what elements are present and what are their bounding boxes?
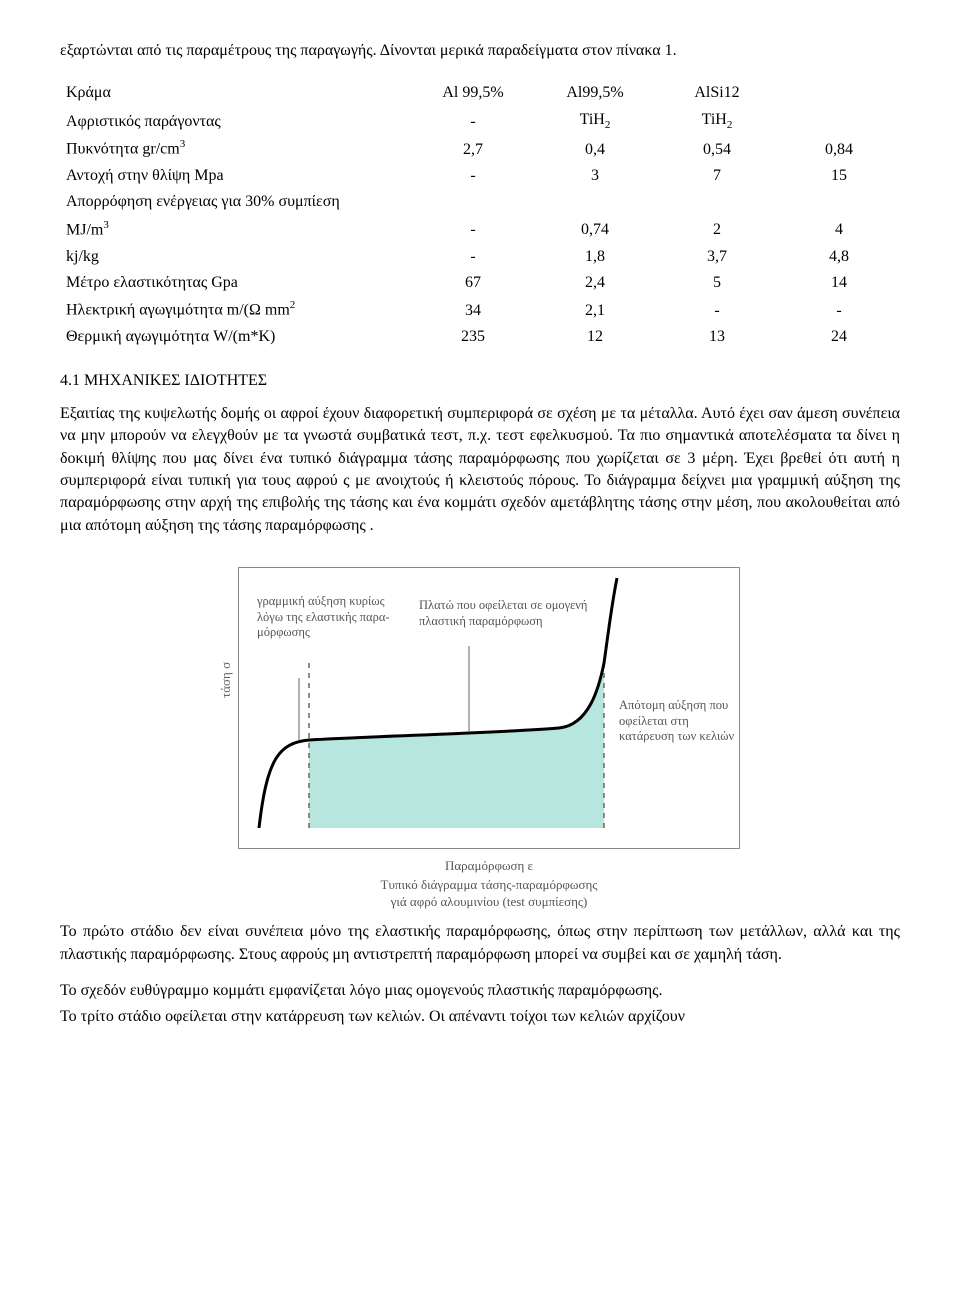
row-label: Ηλεκτρική αγωγιμότητα m/(Ω mm2 bbox=[60, 296, 412, 324]
cell: 2,1 bbox=[534, 296, 656, 324]
table-header-row: Κράμα Al 99,5% Al99,5% AlSi12 bbox=[60, 80, 900, 106]
cell: 2,7 bbox=[412, 135, 534, 163]
cell: - bbox=[412, 107, 534, 136]
chart-frame: τάση σ γραμμική αύξηση κυρίως λόγω της ε… bbox=[238, 567, 740, 849]
cell: - bbox=[656, 296, 778, 324]
cell: 3 bbox=[534, 163, 656, 189]
cell bbox=[656, 189, 778, 215]
table-row: kj/kg-1,83,74,8 bbox=[60, 244, 900, 270]
paragraph-1: Εξαιτίας της κυψελωτής δομής οι αφροί έχ… bbox=[60, 403, 900, 537]
cell: - bbox=[778, 296, 900, 324]
table-row: MJ/m3-0,7424 bbox=[60, 216, 900, 244]
cell: 67 bbox=[412, 270, 534, 296]
caption-line2: γιά αφρό αλουμινίου (test συμπίεσης) bbox=[391, 894, 588, 909]
annotation-elastic: γραμμική αύξηση κυρίως λόγω της ελαστική… bbox=[257, 594, 397, 641]
cell: 0,74 bbox=[534, 216, 656, 244]
table-row: Ηλεκτρική αγωγιμότητα m/(Ω mm2342,1-- bbox=[60, 296, 900, 324]
th-col2: Al99,5% bbox=[534, 80, 656, 106]
y-axis-label: τάση σ bbox=[217, 662, 235, 698]
cell: 5 bbox=[656, 270, 778, 296]
cell: 7 bbox=[656, 163, 778, 189]
chart-caption: Τυπικό διάγραμμα τάσης-παραμόρφωσης γιά … bbox=[220, 877, 740, 911]
annotation-collapse: Απότομη αύξηση που οφείλεται στη κατάρευ… bbox=[619, 698, 739, 745]
row-label: Αφριστικός παράγοντας bbox=[60, 107, 412, 136]
row-label: kj/kg bbox=[60, 244, 412, 270]
cell: 4,8 bbox=[778, 244, 900, 270]
cell bbox=[534, 189, 656, 215]
th-col4 bbox=[778, 80, 900, 106]
cell: 0,54 bbox=[656, 135, 778, 163]
th-label: Κράμα bbox=[60, 80, 412, 106]
intro-text: εξαρτώνται από τις παραμέτρους της παραγ… bbox=[60, 40, 900, 62]
plateau-fill bbox=[309, 663, 604, 828]
x-axis-label: Παραμόρφωση ε bbox=[220, 857, 740, 875]
cell: 34 bbox=[412, 296, 534, 324]
table-row: Μέτρο ελαστικότητας Gpa672,4514 bbox=[60, 270, 900, 296]
section-title: 4.1 ΜΗΧΑΝΙΚΕΣ ΙΔΙΟΤΗΤΕΣ bbox=[60, 370, 900, 392]
table-row: Θερμική αγωγιμότητα W/(m*K)235121324 bbox=[60, 324, 900, 350]
row-label: MJ/m3 bbox=[60, 216, 412, 244]
cell bbox=[412, 189, 534, 215]
cell: - bbox=[412, 163, 534, 189]
cell bbox=[778, 107, 900, 136]
cell: 3,7 bbox=[656, 244, 778, 270]
cell: 15 bbox=[778, 163, 900, 189]
cell: 0,4 bbox=[534, 135, 656, 163]
paragraph-2: Το πρώτο στάδιο δεν είναι συνέπεια μόνο … bbox=[60, 921, 900, 966]
cell: 2,4 bbox=[534, 270, 656, 296]
cell: TiH2 bbox=[656, 107, 778, 136]
table-row: Αντοχή στην θλίψη Mpa-3715 bbox=[60, 163, 900, 189]
row-label: Απορρόφηση ενέργειας για 30% συμπίεση bbox=[60, 189, 412, 215]
properties-table: Κράμα Al 99,5% Al99,5% AlSi12 Αφριστικός… bbox=[60, 80, 900, 350]
table-row: Πυκνότητα gr/cm32,70,40,540,84 bbox=[60, 135, 900, 163]
cell: 4 bbox=[778, 216, 900, 244]
cell: - bbox=[412, 244, 534, 270]
table-row: Αφριστικός παράγοντας-TiH2TiH2 bbox=[60, 107, 900, 136]
cell: 2 bbox=[656, 216, 778, 244]
cell: 235 bbox=[412, 324, 534, 350]
caption-line1: Τυπικό διάγραμμα τάσης-παραμόρφωσης bbox=[381, 877, 598, 892]
stress-strain-chart: τάση σ γραμμική αύξηση κυρίως λόγω της ε… bbox=[220, 567, 740, 911]
cell bbox=[778, 189, 900, 215]
row-label: Αντοχή στην θλίψη Mpa bbox=[60, 163, 412, 189]
th-col1: Al 99,5% bbox=[412, 80, 534, 106]
paragraph-3: Το σχεδόν ευθύγραμμο κομμάτι εμφανίζεται… bbox=[60, 980, 900, 1002]
table-row: Απορρόφηση ενέργειας για 30% συμπίεση bbox=[60, 189, 900, 215]
cell: 24 bbox=[778, 324, 900, 350]
cell: 13 bbox=[656, 324, 778, 350]
cell: - bbox=[412, 216, 534, 244]
row-label: Μέτρο ελαστικότητας Gpa bbox=[60, 270, 412, 296]
row-label: Πυκνότητα gr/cm3 bbox=[60, 135, 412, 163]
th-col3: AlSi12 bbox=[656, 80, 778, 106]
cell: 0,84 bbox=[778, 135, 900, 163]
paragraph-4: Το τρίτο στάδιο οφείλεται στην κατάρρευσ… bbox=[60, 1006, 900, 1028]
cell: 12 bbox=[534, 324, 656, 350]
row-label: Θερμική αγωγιμότητα W/(m*K) bbox=[60, 324, 412, 350]
cell: 14 bbox=[778, 270, 900, 296]
annotation-plateau: Πλατώ που οφείλεται σε ομογενή πλαστική … bbox=[419, 598, 589, 629]
cell: TiH2 bbox=[534, 107, 656, 136]
cell: 1,8 bbox=[534, 244, 656, 270]
